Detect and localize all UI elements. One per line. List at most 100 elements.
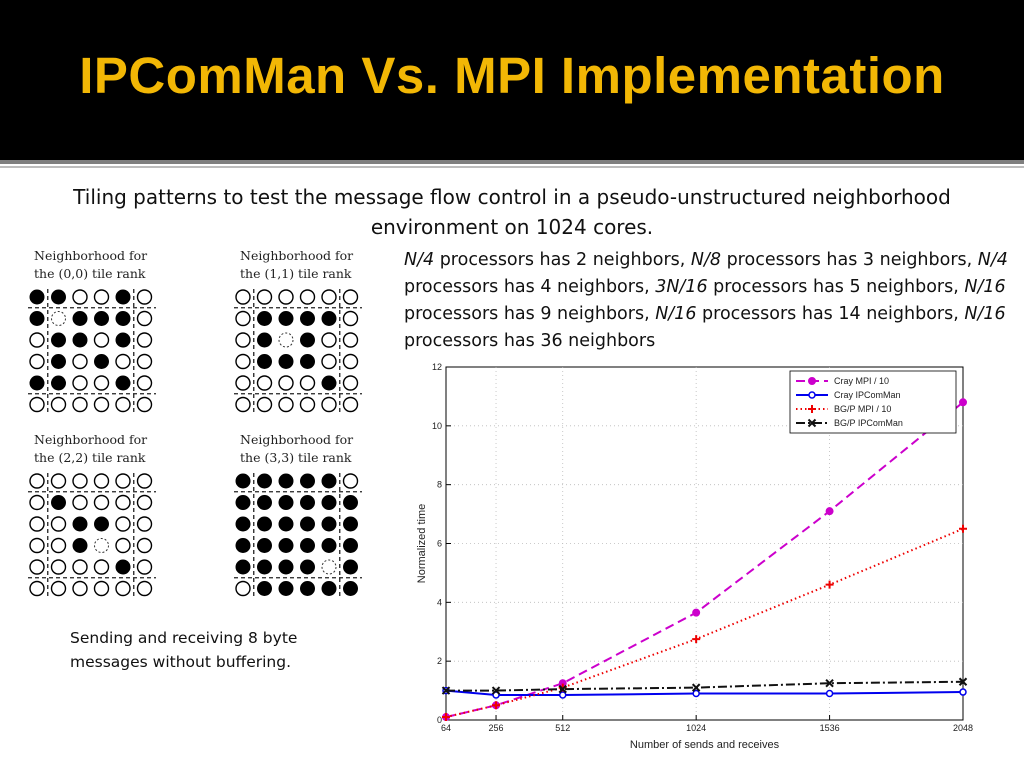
empty-dot <box>278 289 294 305</box>
neighbor-dot <box>51 375 66 391</box>
empty-dot <box>321 353 337 370</box>
empty-dot <box>72 396 88 413</box>
series-line <box>445 401 964 719</box>
tile-pattern-3-3: Neighborhood for the (3,3) tile rank <box>234 431 424 606</box>
neighbor-dot <box>72 311 88 326</box>
empty-dot <box>136 353 153 370</box>
empty-dot <box>115 494 131 511</box>
empty-dot <box>278 375 294 391</box>
data-point <box>692 689 700 698</box>
legend-label: Cray IPComMan <box>834 390 901 400</box>
empty-dot <box>29 559 45 575</box>
empty-dot <box>50 473 67 489</box>
empty-dot <box>256 375 273 391</box>
empty-dot <box>29 537 45 554</box>
empty-dot <box>72 559 88 575</box>
processor-description: processors has 5 neighbors, <box>707 277 965 297</box>
neighbor-dot <box>115 375 131 391</box>
neighbor-dot <box>94 354 109 369</box>
series-line <box>446 680 964 692</box>
empty-dot <box>29 494 45 511</box>
data-point <box>691 683 701 692</box>
processor-count: N/16 <box>964 277 1006 297</box>
empty-dot <box>50 396 67 413</box>
x-axis-label: Number of sends and receives <box>630 739 780 751</box>
empty-dot <box>256 396 273 413</box>
empty-dot <box>115 473 131 489</box>
x-tick-label: 256 <box>489 723 504 733</box>
neighbor-dot <box>115 332 131 348</box>
neighbor-dot <box>257 495 272 510</box>
neighbor-dot <box>321 538 337 553</box>
neighbor-dot <box>115 289 131 305</box>
processor-description: processors has 14 neighbors, <box>696 304 965 324</box>
empty-dot <box>115 580 131 597</box>
data-point <box>692 635 701 644</box>
empty-dot <box>299 375 316 391</box>
empty-dot <box>93 580 110 597</box>
y-tick-label: 8 <box>437 480 442 490</box>
tile-grid <box>234 473 362 597</box>
empty-dot <box>235 375 251 391</box>
neighbor-dot <box>115 559 131 575</box>
empty-dot <box>321 332 337 348</box>
empty-dot <box>342 396 359 413</box>
neighbor-dot <box>51 332 66 348</box>
empty-dot <box>115 396 131 413</box>
neighbor-dot <box>300 473 315 489</box>
neighbor-dot <box>235 559 251 575</box>
neighbor-dot <box>343 559 358 575</box>
processor-description: processors has 3 neighbors, <box>721 250 978 270</box>
empty-dot <box>136 396 153 413</box>
processor-description: processors has 9 neighbors, <box>404 304 656 324</box>
data-point <box>959 398 967 407</box>
neighbor-dot <box>321 375 337 391</box>
tile-grid <box>28 289 156 413</box>
data-point <box>808 377 816 385</box>
empty-dot <box>29 580 45 597</box>
data-point <box>491 686 501 695</box>
empty-dot <box>50 537 67 554</box>
empty-dot <box>72 289 88 305</box>
tile-caption: Neighborhood for the (2,2) tile rank <box>34 432 148 465</box>
neighbor-dot <box>300 311 315 326</box>
tile-caption: Neighborhood for the (3,3) tile rank <box>240 432 354 465</box>
neighbor-dot <box>257 473 272 489</box>
tile-pattern-2-2: Neighborhood for the (2,2) tile rank <box>28 431 218 606</box>
empty-dot <box>136 375 153 391</box>
empty-dot <box>93 494 110 511</box>
tile-rank-dot <box>278 332 294 348</box>
empty-dot <box>235 396 251 413</box>
empty-dot <box>342 332 359 348</box>
empty-dot <box>136 332 153 348</box>
empty-dot <box>299 289 316 305</box>
processor-count: N/16 <box>655 304 697 324</box>
empty-dot <box>136 580 153 597</box>
processor-count: N/8 <box>690 250 722 270</box>
neighbor-dot <box>321 581 337 596</box>
empty-dot <box>93 289 110 305</box>
tile-rank-dot <box>321 559 337 575</box>
empty-dot <box>72 494 88 511</box>
empty-dot <box>72 375 88 391</box>
neighbor-dot <box>300 581 315 596</box>
y-tick-label: 0 <box>437 715 442 725</box>
neighbor-dot <box>321 311 337 326</box>
data-point <box>808 391 816 399</box>
neighbor-dot <box>235 538 251 553</box>
empty-dot <box>115 516 131 532</box>
empty-dot <box>321 289 337 305</box>
empty-dot <box>136 559 153 575</box>
y-axis-label: Normalized time <box>416 504 428 583</box>
empty-dot <box>50 516 67 532</box>
data-point <box>492 701 501 710</box>
y-tick-label: 2 <box>437 656 442 666</box>
series-line <box>445 689 964 696</box>
empty-dot <box>50 580 67 597</box>
data-point <box>808 405 816 413</box>
tile-pattern-1-1: Neighborhood for the (1,1) tile rank <box>234 247 424 422</box>
empty-dot <box>29 396 45 413</box>
tile-grid <box>28 473 156 597</box>
slide-subtitle: Tiling patterns to test the message flow… <box>73 185 951 239</box>
y-tick-label: 6 <box>437 539 442 549</box>
